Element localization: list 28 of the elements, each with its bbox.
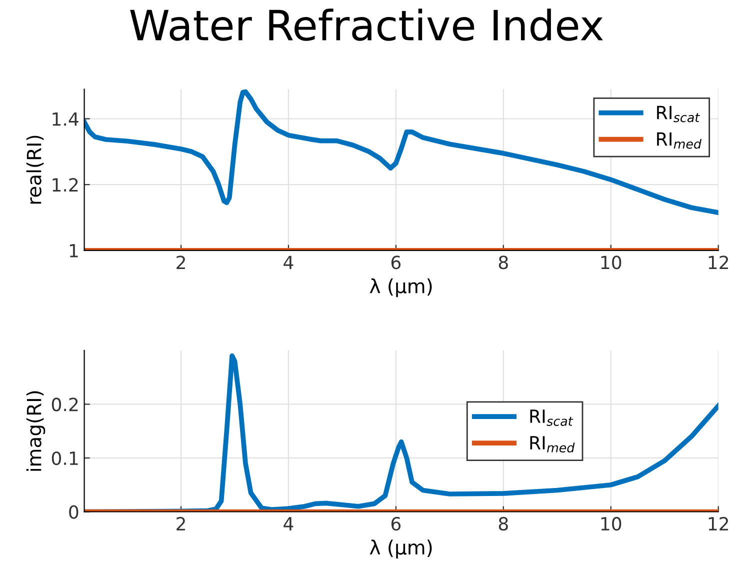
legend-label: RI$_{scat}$ (657, 106, 700, 122)
x-axis-title: λ (μm) (370, 540, 432, 558)
legend-label: RI$_{med}$ (657, 132, 702, 149)
x-tick-label: 12 (708, 256, 728, 270)
y-tick-label: 1.2 (52, 178, 78, 192)
x-tick-label: 4 (284, 517, 294, 530)
chart-title: Water Refractive Index (130, 8, 603, 41)
y-tick-label: 1 (70, 244, 78, 258)
legend-label: RI$_{scat}$ (530, 410, 574, 426)
x-tick-label: 10 (601, 256, 622, 270)
x-tick-label: 4 (284, 256, 294, 270)
y-tick-label: 0.1 (52, 451, 78, 466)
y-tick-label: 1.4 (52, 112, 78, 126)
y-axis-title: real(RI) (26, 136, 44, 204)
x-tick-label: 12 (708, 516, 728, 530)
x-tick-label: 8 (498, 516, 508, 531)
y-tick-label: 0 (69, 505, 78, 519)
legend-label: RI$_{med}$ (530, 436, 575, 452)
y-axis-title: imag(RI) (26, 391, 46, 471)
x-tick-label: 10 (601, 516, 622, 531)
x-tick-label: 8 (498, 256, 508, 270)
line-series (84, 89, 718, 216)
x-tick-label: 6 (391, 256, 401, 270)
x-tick-label: 2 (176, 256, 185, 270)
y-tick-label: 0.2 (52, 398, 78, 412)
x-tick-label: 6 (391, 516, 401, 531)
x-axis-title: λ (μm) (370, 278, 432, 298)
x-tick-label: 2 (176, 516, 185, 530)
